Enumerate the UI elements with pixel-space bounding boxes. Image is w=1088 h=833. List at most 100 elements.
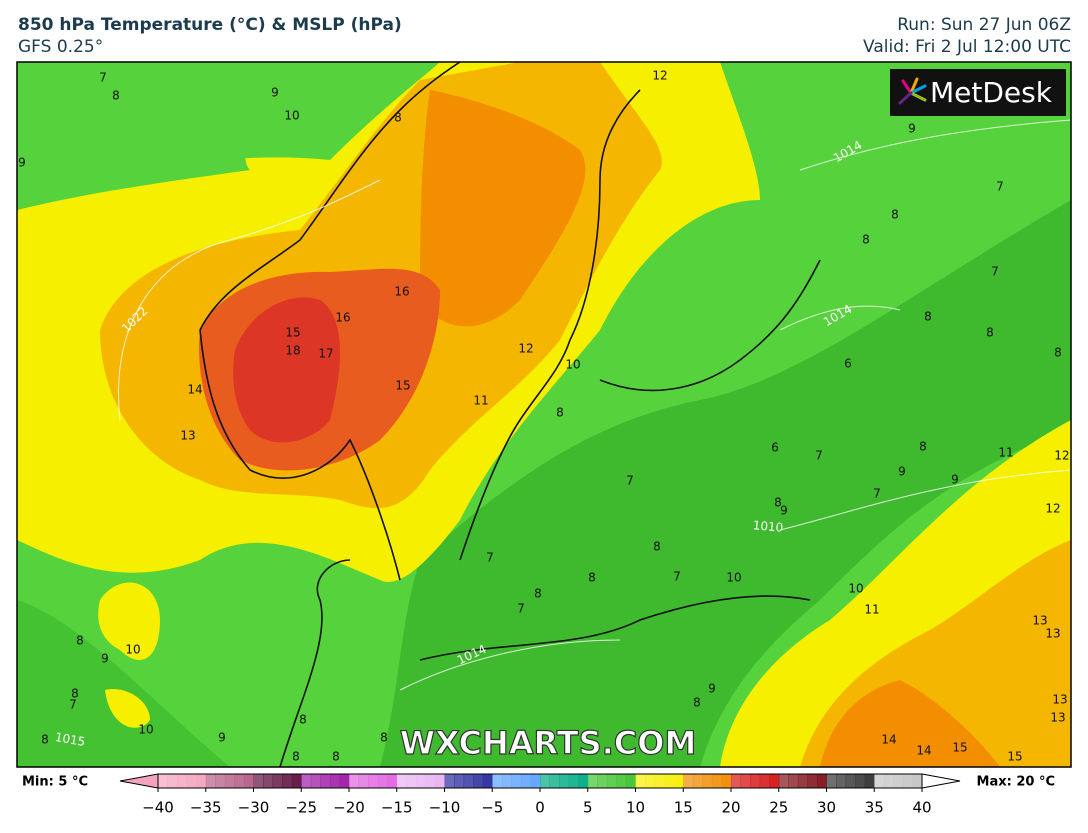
colorbar-segment [816, 774, 827, 788]
colorbar-segment [654, 774, 665, 788]
contour-label: 8 [556, 406, 564, 420]
contour-label: 6 [771, 441, 779, 455]
colorbar-segment [186, 774, 197, 788]
warm-zone [105, 689, 150, 728]
colorbar-segment [874, 774, 885, 788]
colorbar-extension [119, 773, 159, 789]
contour-label: 11 [473, 394, 488, 408]
cool-zone [380, 200, 1071, 767]
coastline [199, 62, 821, 767]
colorbar-segment [205, 774, 216, 788]
colorbar-segment [396, 774, 407, 788]
contour-label: 8 [774, 496, 782, 510]
colorbar-segment [272, 774, 283, 788]
colorbar-segment [454, 774, 465, 788]
warm-zone [820, 680, 1000, 767]
colorbar-segment [282, 774, 293, 788]
contour-label: 7 [996, 180, 1004, 194]
colorbar-segment [434, 774, 445, 788]
colorbar-segment [253, 774, 264, 788]
colorbar-tick-label: 40 [912, 799, 931, 817]
run-time: Run: Sun 27 Jun 06Z [897, 15, 1071, 35]
colorbar-tick-label: 5 [583, 799, 593, 817]
colorbar-tick-label: −40 [142, 799, 174, 817]
contour-label: 8 [76, 634, 84, 648]
contour-label: 7 [99, 71, 107, 85]
colorbar-segment [855, 774, 866, 788]
colorbar-segment [597, 774, 608, 788]
colorbar-segment [243, 774, 254, 788]
contour-label: 8 [1054, 346, 1062, 360]
colorbar-segment [797, 774, 808, 788]
colorbar-segment [415, 774, 426, 788]
contour-label: 7 [873, 487, 881, 501]
contour-label: 11 [998, 446, 1013, 460]
contour-label: 10 [848, 582, 863, 596]
colorbar-segment [883, 774, 894, 788]
map-frame [16, 61, 1072, 768]
contour-label: 8 [924, 310, 932, 324]
contour-label: 13 [1045, 627, 1060, 641]
colorbar-segment [406, 774, 417, 788]
colorbar-segment [368, 774, 379, 788]
contour-label: 8 [862, 233, 870, 247]
contour-label: 7 [626, 474, 634, 488]
contour-label: 8 [588, 571, 596, 585]
colorbar-segment [177, 774, 188, 788]
logo-box [890, 69, 1066, 116]
colorbar-tick-label: −25 [285, 799, 317, 817]
contour-label: 15 [395, 379, 410, 393]
contour-label: 12 [652, 69, 667, 83]
contour-label: 10 [125, 643, 140, 657]
colorbar-tick-label: −20 [333, 799, 365, 817]
colorbar-segment [377, 774, 388, 788]
colorbar-segment [864, 774, 875, 788]
contour-label: 12 [518, 342, 533, 356]
colorbar-segment [702, 774, 713, 788]
colorbar-tick-label: 10 [626, 799, 645, 817]
colorbar-segment [358, 774, 369, 788]
colorbar-segment [836, 774, 847, 788]
colorbar-segment [568, 774, 579, 788]
contour-label: 8 [112, 89, 120, 103]
subtitle: GFS 0.25° [18, 37, 103, 57]
colorbar-segment [578, 774, 589, 788]
colorbar: −40 −35 −30 −25 −20 −15 −10 −5 0 5 10 15 20 25 30 35 40 [119, 773, 961, 817]
isobar [118, 119, 1071, 691]
colorbar-segment [158, 774, 169, 788]
contour-label: 10 [138, 723, 153, 737]
contour-label: 9 [101, 652, 109, 666]
contour-label: 8 [534, 587, 542, 601]
contour-label: 7 [486, 551, 494, 565]
contour-label: 8 [71, 687, 79, 701]
colorbar-tick-label: −10 [429, 799, 461, 817]
contour-label: 8 [332, 750, 340, 764]
colorbar-segment [167, 774, 178, 788]
colorbar-segment [759, 774, 770, 788]
contour-label: 8 [919, 440, 927, 454]
contour-label: 9 [951, 473, 959, 487]
contour-label: 9 [18, 156, 26, 170]
colorbar-segment [721, 774, 732, 788]
colorbar-segment [310, 774, 321, 788]
colorbar-tick-label: 30 [817, 799, 836, 817]
contour-label: 15 [285, 326, 300, 340]
contour-label: 18 [285, 344, 300, 358]
colorbar-segment [606, 774, 617, 788]
warm-zone [98, 582, 160, 660]
colorbar-segment [320, 774, 331, 788]
contour-label: 9 [218, 731, 226, 745]
colorbar-segment [893, 774, 904, 788]
contour-label: 10 [726, 571, 741, 585]
colorbar-segment [463, 774, 474, 788]
contour-label: 8 [891, 208, 899, 222]
colorbar-segment [291, 774, 302, 788]
colorbar-segment [473, 774, 484, 788]
colorbar-segment [711, 774, 722, 788]
colorbar-segment [645, 774, 656, 788]
contour-label: 8 [653, 540, 661, 554]
contour-label: 8 [299, 713, 307, 727]
watermark: WXCHARTS.COM [400, 724, 697, 762]
contour-label: 6 [844, 357, 852, 371]
colorbar-segment [902, 774, 913, 788]
